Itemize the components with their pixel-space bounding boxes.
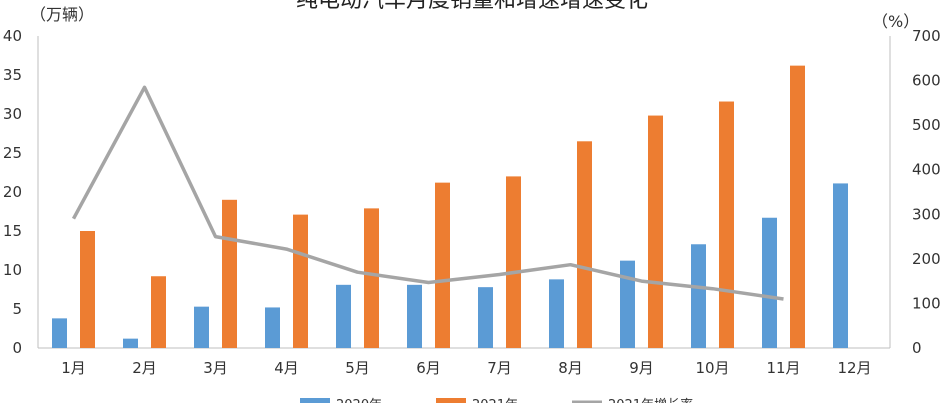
x-tick-label: 10月: [695, 359, 729, 377]
bar-2021年: [293, 214, 308, 348]
right-tick-label: 400: [912, 161, 941, 179]
bar-2021年: [790, 65, 805, 348]
bar-2021年: [648, 115, 663, 348]
right-axis-unit: （%）: [872, 12, 919, 31]
bar-2020年: [762, 217, 777, 348]
legend-label: 2020年: [336, 398, 382, 403]
x-tick-label: 3月: [203, 359, 228, 377]
bar-2021年: [577, 141, 592, 348]
bar-2020年: [549, 279, 564, 348]
right-tick-label: 500: [912, 116, 941, 134]
bar-2021年: [222, 199, 237, 348]
left-tick-label: 30: [3, 105, 22, 123]
bar-2021年: [80, 231, 95, 348]
left-tick-label: 35: [3, 66, 22, 84]
bar-2021年: [719, 101, 734, 349]
chart-title: 纯电动汽车月度销量和增速增速变化: [296, 0, 648, 13]
left-tick-label: 0: [12, 339, 22, 357]
x-tick-label: 1月: [61, 359, 86, 377]
left-tick-label: 20: [3, 183, 22, 201]
x-tick-label: 5月: [345, 359, 370, 377]
bar-2020年: [194, 306, 209, 348]
legend-swatch: [300, 398, 330, 403]
bar-2020年: [691, 244, 706, 348]
left-axis-unit: （万辆）: [30, 5, 94, 24]
x-tick-label: 9月: [629, 359, 654, 377]
line-layer: [71, 85, 784, 301]
bar-2020年: [336, 284, 351, 348]
bar-2021年: [364, 208, 379, 348]
x-tick-label: 12月: [837, 359, 871, 377]
x-tick-label: 7月: [487, 359, 512, 377]
bar-2021年: [435, 182, 450, 348]
left-tick-label: 10: [3, 261, 22, 279]
bar-2021年: [506, 176, 521, 348]
x-tick-label: 11月: [766, 359, 800, 377]
x-tick-label: 4月: [274, 359, 299, 377]
x-tick-label: 2月: [132, 359, 157, 377]
right-tick-label: 100: [912, 294, 941, 312]
bar-2020年: [407, 284, 422, 348]
right-tick-label: 700: [912, 27, 941, 45]
axes-layer: 051015202530354001002003004005006007001月…: [3, 27, 941, 377]
x-tick-label: 6月: [416, 359, 441, 377]
legend-label: 2021年增长率: [608, 397, 693, 403]
left-tick-label: 25: [3, 144, 22, 162]
right-tick-label: 300: [912, 205, 941, 223]
bar-2020年: [620, 260, 635, 348]
x-tick-label: 8月: [558, 359, 583, 377]
left-tick-label: 5: [12, 300, 22, 318]
right-tick-label: 200: [912, 250, 941, 268]
bar-2021年: [151, 276, 166, 348]
bar-2020年: [478, 287, 493, 348]
line-2021年增长率: [71, 85, 784, 301]
bar-2020年: [123, 338, 138, 348]
bars-layer: [52, 65, 848, 349]
left-tick-label: 15: [3, 222, 22, 240]
bar-2020年: [833, 183, 848, 348]
left-tick-label: 40: [3, 27, 22, 45]
legend-layer: 2020年 2021年 2021年增长率: [300, 397, 693, 403]
bar-2020年: [52, 318, 67, 348]
right-tick-label: 600: [912, 72, 941, 90]
legend-label: 2021年: [472, 398, 518, 403]
bar-2020年: [265, 307, 280, 348]
right-tick-label: 0: [912, 339, 922, 357]
legend-swatch: [436, 398, 466, 403]
